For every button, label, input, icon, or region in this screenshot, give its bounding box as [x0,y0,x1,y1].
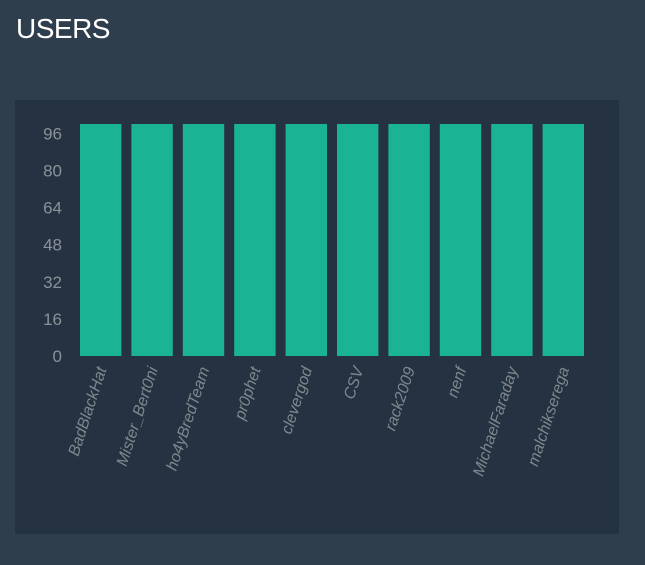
x-tick-label: clevergod [278,364,316,436]
y-tick-label: 96 [43,124,62,143]
y-tick-label: 80 [43,161,62,180]
x-tick-label: pr0phet [231,364,264,422]
x-tick-label: nenf [445,364,471,400]
bar-pr0phet[interactable] [234,124,276,356]
users-bar-chart: 0 16 32 48 64 80 96 BadBlackHat Mister_Bert0ni ho… [43,124,584,478]
bar-malchikserega[interactable] [542,124,584,356]
x-tick-label: CSV [341,364,368,402]
y-tick-label: 48 [43,236,62,255]
x-tick-label: Mister_Bert0ni [114,365,162,469]
bar-Mister_Bert0ni[interactable] [131,124,173,356]
bar-clevergod[interactable] [285,124,327,356]
x-tick-label: ho4yBredTeam [164,365,214,473]
bar-MichaelFaraday[interactable] [491,124,533,356]
page-title: USERS [16,13,110,44]
bar-BadBlackHat[interactable] [80,124,122,356]
bar-ho4yBredTeam[interactable] [182,124,225,356]
x-tick-label: rack2009 [382,365,419,433]
y-tick-label: 32 [43,273,62,292]
y-tick-label: 64 [43,199,62,218]
y-tick-label: 0 [53,347,62,366]
chart-panel: 0 16 32 48 64 80 96 BadBlackHat Mister_Bert0ni ho… [15,100,619,534]
bar-CSV[interactable] [337,124,379,356]
bar-nenf[interactable] [439,124,482,356]
x-tick-label: MichaelFaraday [470,364,522,478]
x-tick-label: malchikserega [525,365,573,468]
x-tick-label: BadBlackHat [66,364,111,458]
y-tick-label: 16 [43,310,62,329]
bar-rack2009[interactable] [388,124,430,356]
